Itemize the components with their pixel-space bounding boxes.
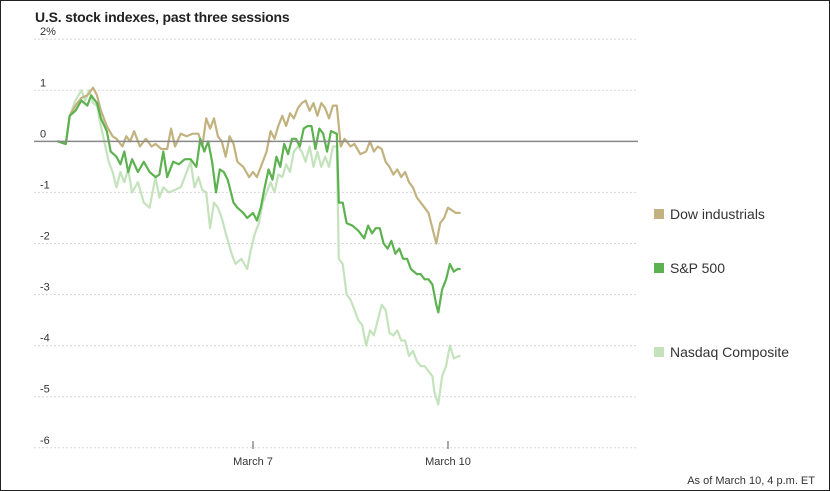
y-tick-label: 1 — [40, 77, 46, 89]
chart-footnote: As of March 10, 4 p.m. ET — [687, 475, 815, 487]
y-tick-label: -3 — [40, 282, 50, 294]
legend-label-s-p-500: S&P 500 — [670, 260, 725, 276]
y-tick-label: 2% — [40, 26, 56, 38]
legend: Dow industrials S&P 500 Nasdaq Composite — [654, 206, 789, 360]
y-axis-labels: 2% 1 0 -1 -2 -3 -4 -5 -6 — [40, 26, 56, 447]
chart-title: U.S. stock indexes, past three sessions — [35, 9, 290, 25]
y-tick-label: -4 — [40, 333, 50, 345]
series-lines — [56, 86, 461, 406]
legend-swatch-s-p-500 — [654, 263, 664, 273]
y-tick-label: -6 — [40, 435, 50, 447]
y-tick-label: -5 — [40, 384, 50, 396]
series-line-s-p-500 — [56, 94, 461, 314]
x-tick-label: March 10 — [425, 456, 471, 468]
legend-swatch-nasdaq-composite — [654, 347, 664, 357]
y-tick-label: -1 — [40, 179, 50, 191]
y-tick-label: 0 — [40, 128, 46, 140]
x-axis: March 7 March 10 — [233, 441, 471, 468]
y-tick-label: -2 — [40, 231, 50, 243]
legend-swatch-dow-industrials — [654, 209, 664, 219]
series-line-nasdaq-composite — [56, 89, 461, 406]
x-tick-label: March 7 — [233, 456, 273, 468]
legend-label-dow-industrials: Dow industrials — [670, 206, 765, 222]
grid-lines — [34, 38, 638, 449]
legend-label-nasdaq-composite: Nasdaq Composite — [670, 344, 789, 360]
series-line-dow-industrials — [56, 86, 461, 245]
